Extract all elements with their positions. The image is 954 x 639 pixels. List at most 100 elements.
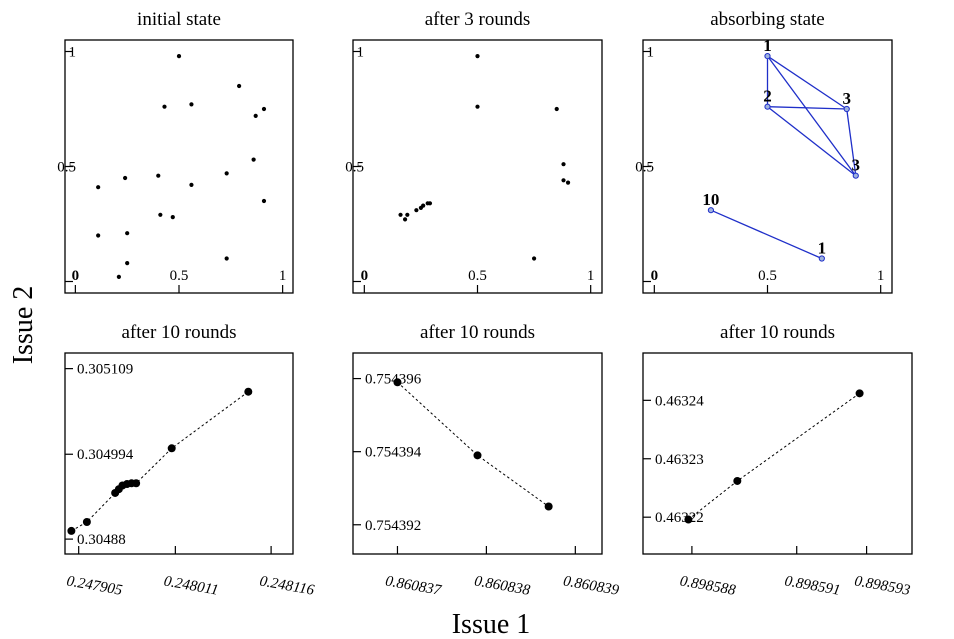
network-edge bbox=[767, 106, 847, 110]
panel-title: absorbing state bbox=[710, 9, 825, 30]
x-tick-label: 0.5 bbox=[170, 268, 189, 284]
network-node bbox=[843, 105, 850, 113]
data-point bbox=[244, 387, 253, 396]
x-tick-label: 0.860837 bbox=[384, 573, 444, 599]
data-point bbox=[855, 389, 864, 398]
x-tick-label: 0.898593 bbox=[853, 573, 911, 599]
panel-title: after 10 rounds bbox=[121, 322, 236, 343]
network-node bbox=[852, 172, 859, 179]
data-point bbox=[82, 517, 91, 526]
data-point bbox=[421, 203, 426, 208]
data-point bbox=[398, 212, 403, 217]
data-point bbox=[237, 83, 242, 89]
x-tick-label: 0.5 bbox=[468, 268, 487, 284]
network-node bbox=[764, 103, 771, 110]
network-edge bbox=[767, 106, 857, 177]
data-point bbox=[167, 444, 176, 453]
y-tick-label: 0.304994 bbox=[77, 447, 134, 463]
node-count-label: 1 bbox=[763, 36, 772, 55]
panel-6: after 10 rounds 0.46322 0.46323 0.46324 0.89… bbox=[642, 322, 913, 599]
y-tick-label: 1 bbox=[647, 45, 655, 61]
y-axis-label: Issue 2 bbox=[8, 286, 39, 365]
data-point bbox=[402, 217, 408, 222]
data-point bbox=[561, 162, 566, 167]
data-point bbox=[253, 113, 258, 118]
data-point bbox=[67, 526, 76, 535]
data-point bbox=[176, 54, 182, 59]
panel-title: initial state bbox=[137, 9, 221, 30]
data-point bbox=[684, 515, 693, 524]
y-tick-label: 0.5 bbox=[345, 160, 364, 176]
y-tick-label: 0.5 bbox=[57, 160, 76, 176]
plot-frame bbox=[64, 352, 294, 555]
y-tick-label: 1 bbox=[69, 45, 77, 61]
plot-frame bbox=[642, 352, 913, 555]
x-tick-label: 0.860839 bbox=[562, 573, 621, 599]
data-point bbox=[170, 215, 175, 220]
y-tick-label: 0.5 bbox=[635, 160, 654, 176]
y-tick-label: 0.46324 bbox=[655, 393, 704, 409]
data-point bbox=[565, 180, 571, 185]
node-count-label: 2 bbox=[763, 87, 772, 106]
data-point bbox=[733, 476, 742, 485]
data-point bbox=[132, 479, 141, 488]
data-point bbox=[427, 201, 433, 206]
panel-title: after 10 rounds bbox=[720, 322, 835, 343]
data-point bbox=[473, 451, 482, 460]
data-point bbox=[96, 185, 101, 190]
panel-title: after 10 rounds bbox=[420, 322, 535, 343]
x-tick-label: 1 bbox=[279, 268, 287, 284]
x-tick-label: 0.248116 bbox=[258, 573, 316, 598]
y-tick-label: 0.46322 bbox=[655, 510, 704, 526]
y-tick-label: 0.305109 bbox=[77, 362, 133, 378]
x-tick-label: 0.898591 bbox=[783, 573, 841, 599]
data-point bbox=[414, 208, 419, 213]
y-tick-label: 0.754392 bbox=[365, 518, 421, 534]
plot-frame bbox=[352, 352, 603, 555]
panel-4: after 10 rounds 0.30488 0.304994 0.305109 0.… bbox=[64, 322, 316, 599]
data-point bbox=[125, 231, 130, 236]
data-point bbox=[544, 502, 553, 511]
network-node bbox=[818, 255, 825, 262]
data-point bbox=[393, 378, 402, 387]
x-tick-label: 0.5 bbox=[758, 268, 777, 284]
connecting-dotted-line bbox=[397, 381, 549, 507]
x-axis-label: Issue 1 bbox=[452, 609, 531, 639]
x-tick-label: 0 bbox=[651, 268, 659, 284]
node-count-label: 3 bbox=[852, 156, 861, 175]
data-point bbox=[116, 274, 121, 279]
x-tick-label: 0.860838 bbox=[473, 573, 532, 599]
y-tick-label: 0.754394 bbox=[365, 445, 422, 461]
y-tick-label: 1 bbox=[357, 45, 365, 61]
x-tick-label: 0 bbox=[72, 268, 80, 284]
y-tick-label: 0.46323 bbox=[655, 452, 704, 468]
data-point bbox=[554, 106, 559, 112]
connecting-dotted-line bbox=[688, 392, 860, 520]
data-point bbox=[561, 178, 566, 183]
x-tick-label: 1 bbox=[877, 268, 885, 284]
panel-2: after 3 rounds 0.5 1 0 0.5 1 bbox=[345, 9, 603, 294]
panel-5: after 10 rounds 0.754392 0.754394 0.754396 0… bbox=[352, 322, 621, 599]
network-node bbox=[764, 53, 771, 60]
x-tick-label: 0.248011 bbox=[163, 573, 220, 598]
node-count-label: 3 bbox=[842, 89, 851, 108]
data-point bbox=[189, 102, 194, 107]
panel-title: after 3 rounds bbox=[425, 9, 531, 30]
network-edge bbox=[846, 108, 857, 176]
data-point bbox=[475, 104, 480, 109]
x-tick-label: 0.898588 bbox=[679, 573, 738, 599]
data-point bbox=[125, 261, 130, 266]
data-point bbox=[96, 233, 101, 238]
data-point bbox=[224, 256, 229, 261]
panel-1: initial state 0.5 1 0 0.5 1 bbox=[57, 9, 294, 294]
node-count-label: 1 bbox=[818, 239, 827, 258]
network-node bbox=[707, 207, 715, 214]
network-edge bbox=[710, 209, 823, 260]
data-point bbox=[189, 182, 194, 187]
data-point bbox=[251, 157, 256, 162]
data-point bbox=[531, 256, 537, 261]
data-point bbox=[261, 106, 267, 112]
data-point bbox=[475, 54, 480, 59]
